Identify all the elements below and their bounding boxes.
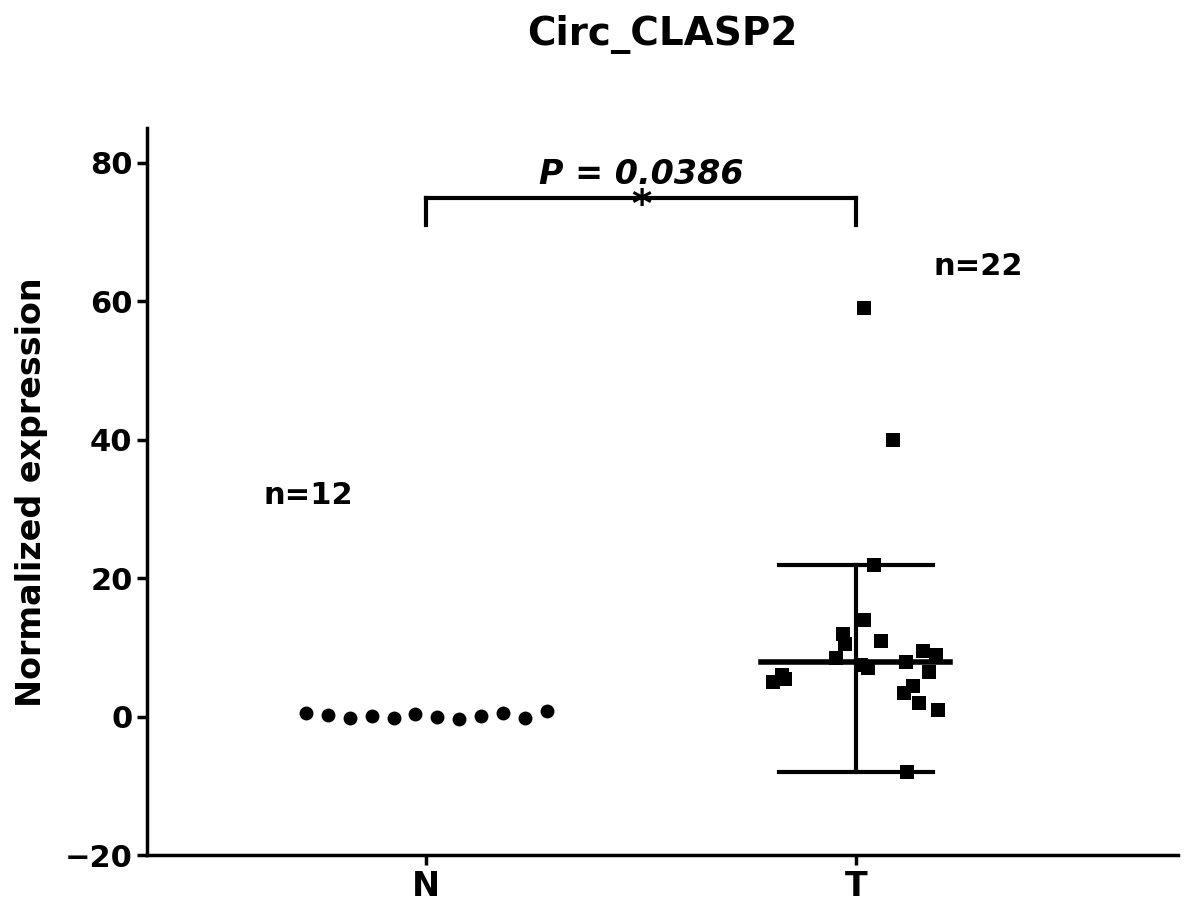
Point [363,709,382,723]
Point [384,711,403,725]
Point [827,651,846,666]
Title: Circ_CLASP2: Circ_CLASP2 [527,15,798,54]
Text: *: * [631,187,651,225]
Point [896,655,915,669]
Point [764,675,783,689]
Point [910,696,929,711]
Point [450,711,469,726]
Text: P = 0.0386: P = 0.0386 [539,158,743,191]
Point [537,704,556,719]
Point [833,626,852,641]
Point [319,708,338,722]
Point [471,708,490,722]
Text: n=22: n=22 [933,252,1022,281]
Point [854,612,873,627]
Point [926,647,945,662]
Point [494,705,513,720]
Point [835,637,854,652]
Text: n=12: n=12 [264,481,353,509]
Point [864,557,883,572]
Point [871,633,890,648]
Point [297,706,316,721]
Point [515,711,534,725]
Y-axis label: Normalized expression: Normalized expression [16,277,48,707]
Point [897,765,916,779]
Point [928,702,947,717]
Point [406,707,425,722]
Point [894,686,913,700]
Point [903,678,922,693]
Point [428,710,447,724]
Point [914,644,933,658]
Point [775,671,795,686]
Point [854,301,873,316]
Point [340,711,359,725]
Point [773,668,792,683]
Point [883,432,902,447]
Point [852,657,871,672]
Point [920,665,939,679]
Point [858,661,877,676]
